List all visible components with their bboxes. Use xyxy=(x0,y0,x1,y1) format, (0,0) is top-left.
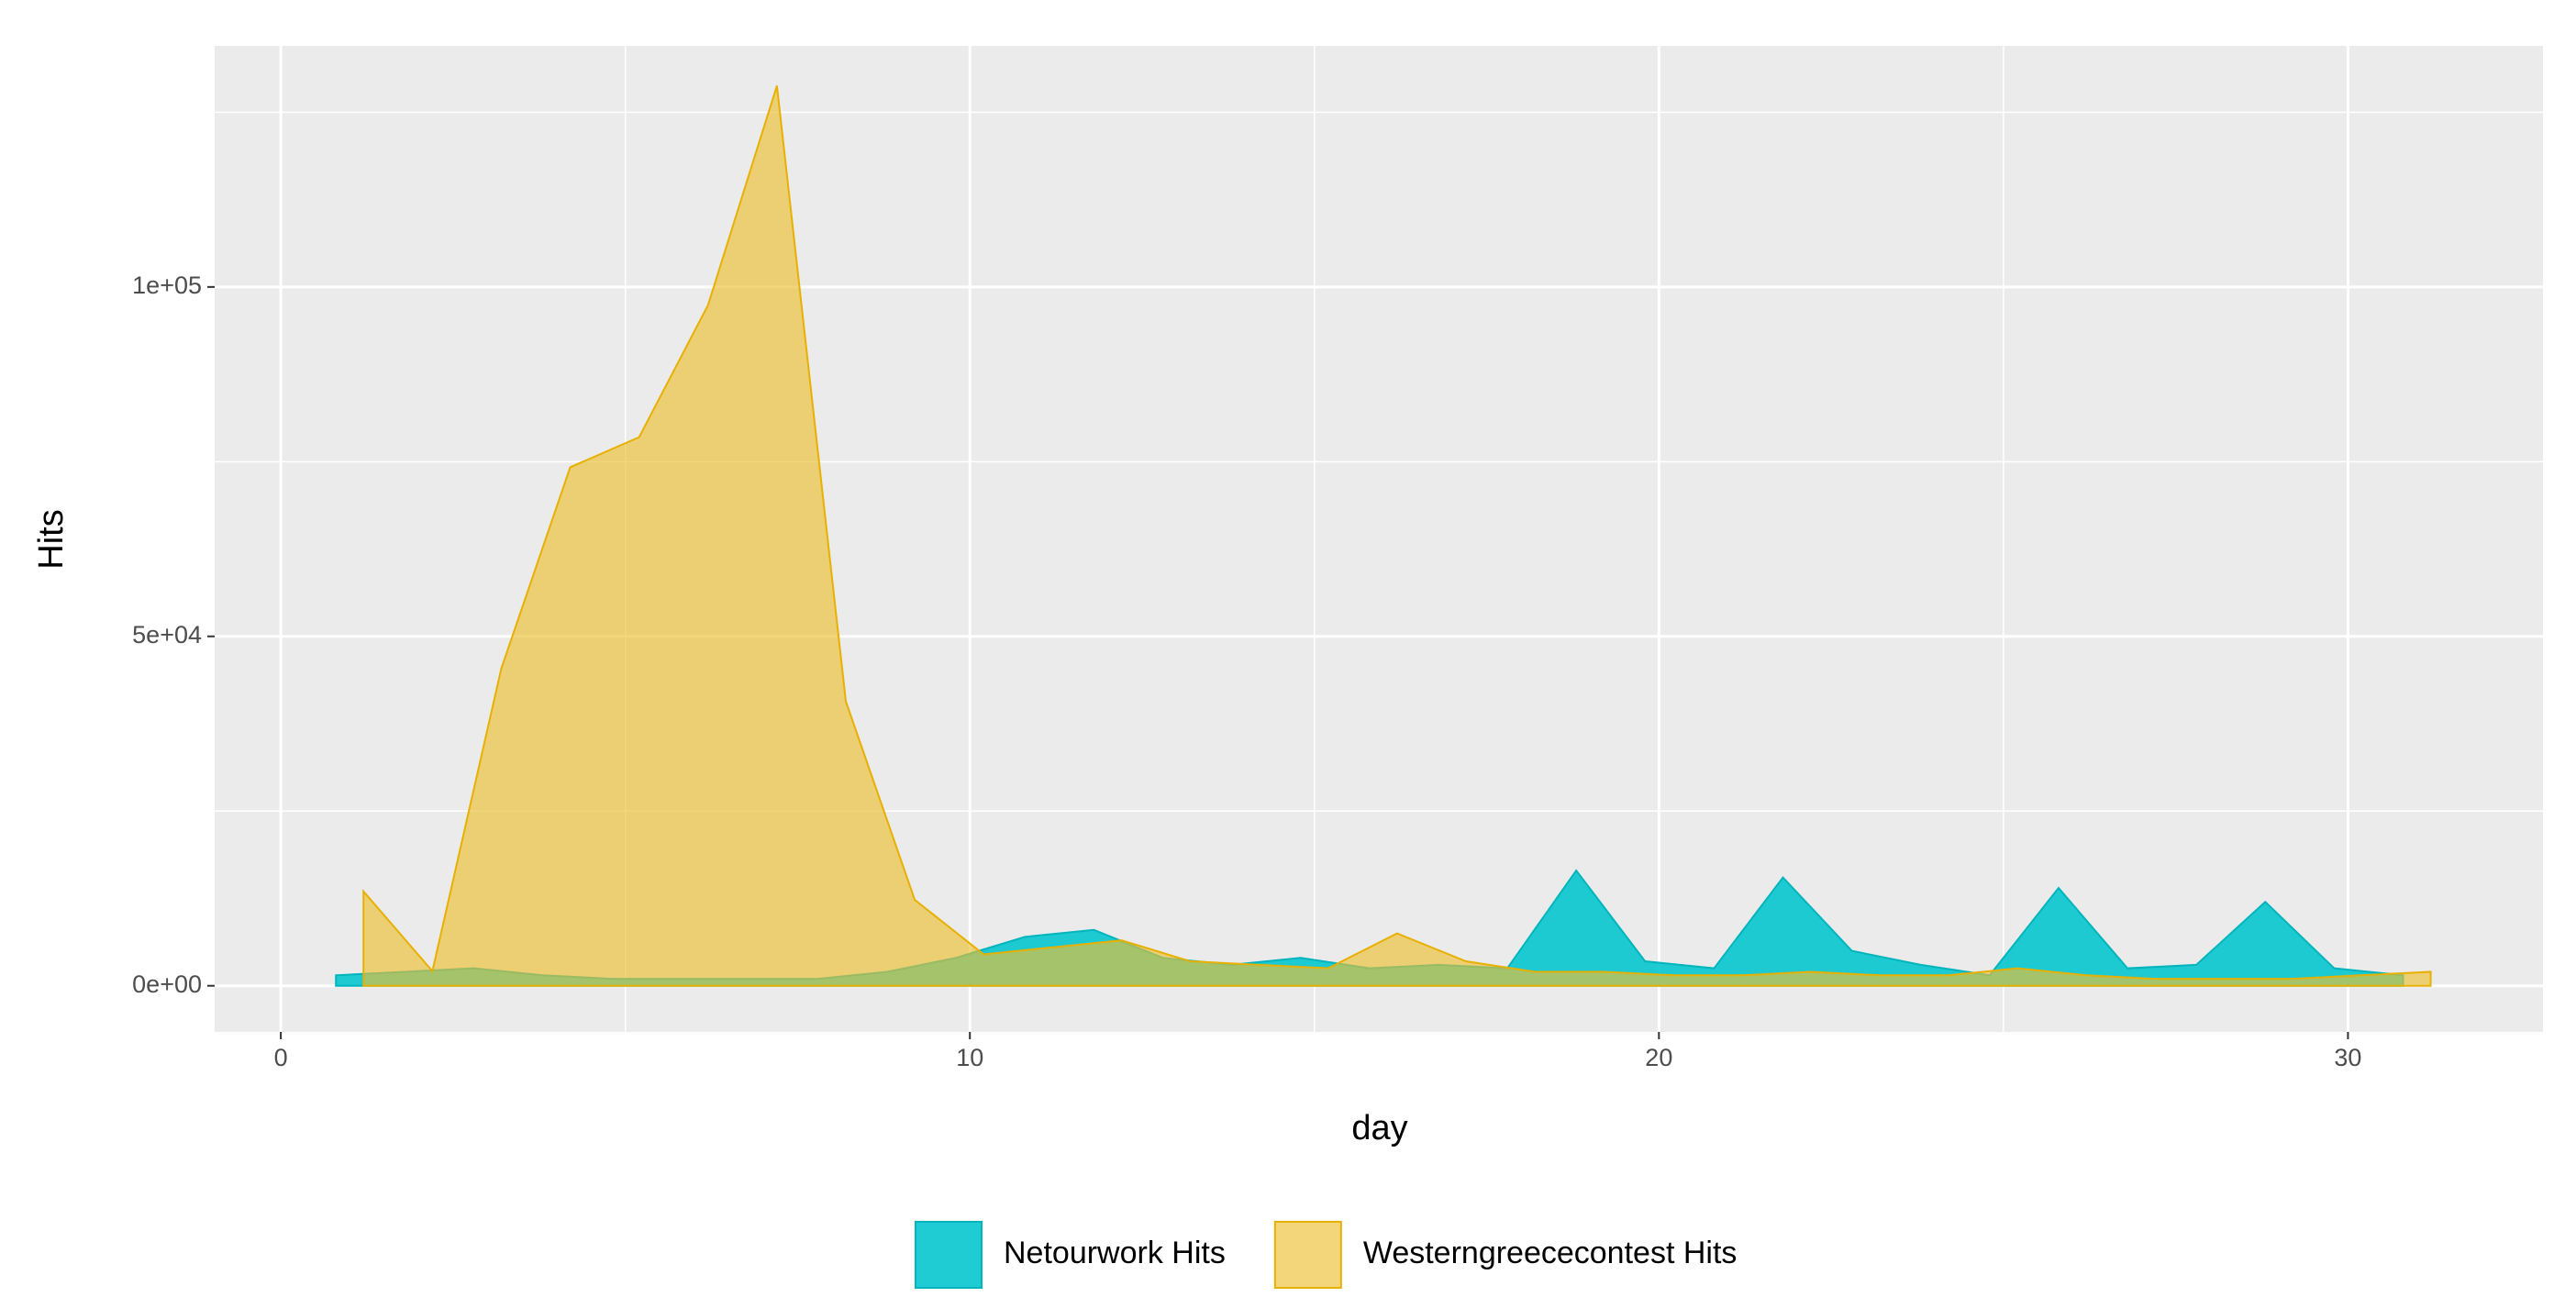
x-tick-label: 20 xyxy=(1645,1044,1672,1071)
area xyxy=(362,85,2432,987)
legend-label: Netourwork Hits xyxy=(1004,1236,1226,1270)
x-tick-label: 10 xyxy=(956,1044,983,1071)
x-axis-title: day xyxy=(1351,1109,1407,1147)
x-tick-label: 30 xyxy=(2334,1044,2361,1071)
legend-key xyxy=(1273,1221,1342,1289)
y-tick-label: 0e+00 xyxy=(132,970,202,998)
legend-key xyxy=(915,1221,983,1289)
y-axis-title: Hits xyxy=(32,509,71,569)
areas xyxy=(335,85,2432,987)
y-tick-label: 1e+05 xyxy=(132,272,202,299)
y-tick-label: 5e+04 xyxy=(132,621,202,648)
x-tick-label: 0 xyxy=(274,1044,288,1071)
legend-label: Westerngreececontest Hits xyxy=(1363,1236,1738,1270)
